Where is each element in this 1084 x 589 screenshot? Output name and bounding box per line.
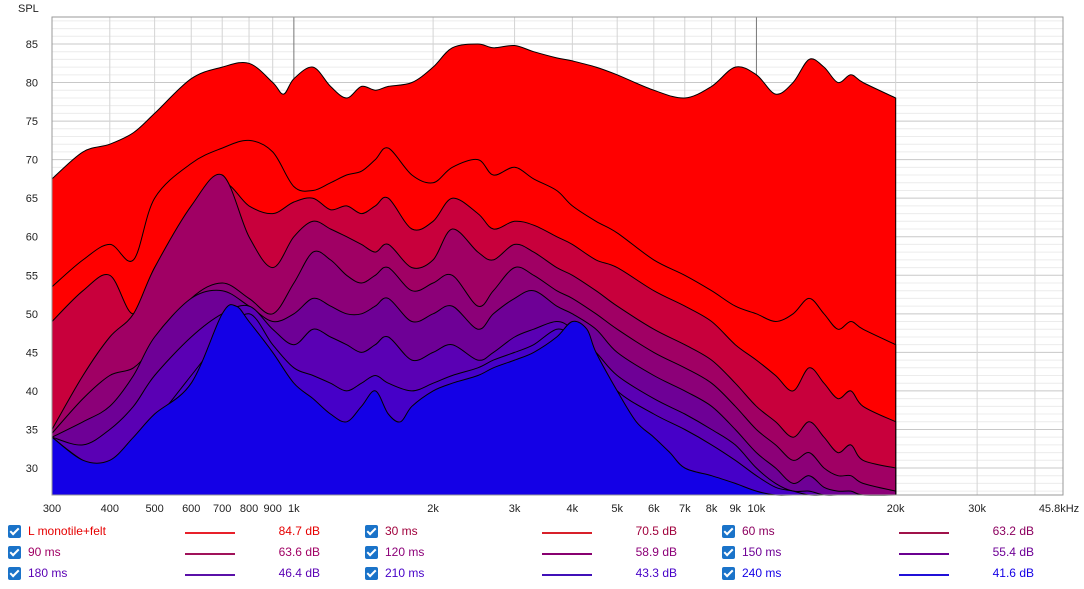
- legend-value: 43.3 dB: [635, 566, 677, 580]
- checkbox-icon[interactable]: [365, 546, 378, 559]
- x-tick-label: 500: [145, 503, 163, 515]
- legend-series-name: 90 ms: [28, 545, 61, 559]
- y-tick-label: 40: [26, 386, 38, 398]
- checkbox-icon[interactable]: [722, 525, 735, 538]
- checkbox-icon[interactable]: [365, 567, 378, 580]
- legend-line-swatch: [899, 532, 949, 534]
- checkbox-icon[interactable]: [722, 546, 735, 559]
- legend-item[interactable]: 90 ms 63.6 dB: [8, 543, 348, 563]
- legend-line-swatch: [899, 574, 949, 576]
- y-tick-labels: 30 35 40 45 50 55 60 65 70 75 80 85: [26, 39, 38, 475]
- legend-series-name: 30 ms: [385, 524, 418, 538]
- legend-series-name: 150 ms: [742, 545, 782, 559]
- legend-series-name: 240 ms: [742, 566, 782, 580]
- x-tick-label: 45.8kHz: [1039, 503, 1079, 515]
- x-tick-label: 7k: [679, 503, 691, 515]
- legend-line-swatch: [185, 574, 235, 576]
- legend-value: 46.4 dB: [278, 566, 320, 580]
- legend-item[interactable]: L monotile+felt 84.7 dB: [8, 522, 348, 542]
- x-tick-label: 4k: [567, 503, 579, 515]
- legend-series-name: 60 ms: [742, 524, 775, 538]
- legend-line-swatch: [185, 532, 235, 534]
- spl-chart: SPL 30 35 40 45 50 55 60 65 70 75 80 85 300 400 500 60…: [18, 3, 1079, 515]
- checkbox-icon[interactable]: [8, 546, 21, 559]
- legend-series-name: 210 ms: [385, 566, 425, 580]
- x-tick-label: 600: [182, 503, 200, 515]
- checkbox-icon[interactable]: [365, 525, 378, 538]
- checkbox-icon[interactable]: [8, 567, 21, 580]
- legend-item[interactable]: 210 ms 43.3 dB: [365, 564, 705, 584]
- legend-item[interactable]: 240 ms 41.6 dB: [722, 564, 1062, 584]
- y-tick-label: 80: [26, 78, 38, 90]
- legend-item[interactable]: 60 ms 63.2 dB: [722, 522, 1062, 542]
- legend-value: 63.6 dB: [278, 545, 320, 559]
- legend-item[interactable]: 150 ms 55.4 dB: [722, 543, 1062, 563]
- legend: L monotile+felt 84.7 dB 30 ms 70.5 dB 60 ms 6…: [0, 519, 1084, 589]
- x-tick-label: 3k: [509, 503, 521, 515]
- legend-series-name: 120 ms: [385, 545, 425, 559]
- x-tick-label: 400: [101, 503, 119, 515]
- legend-item[interactable]: 120 ms 58.9 dB: [365, 543, 705, 563]
- legend-value: 58.9 dB: [635, 545, 677, 559]
- y-tick-label: 45: [26, 347, 38, 359]
- y-tick-label: 70: [26, 155, 38, 167]
- x-tick-label: 10k: [748, 503, 766, 515]
- legend-line-swatch: [185, 553, 235, 555]
- x-tick-label: 6k: [648, 503, 660, 515]
- legend-item[interactable]: 180 ms 46.4 dB: [8, 564, 348, 584]
- x-tick-label: 20k: [887, 503, 905, 515]
- y-tick-label: 65: [26, 193, 38, 205]
- legend-series-name: 180 ms: [28, 566, 68, 580]
- y-axis-label: SPL: [18, 3, 39, 15]
- y-tick-label: 85: [26, 39, 38, 51]
- y-tick-label: 35: [26, 424, 38, 436]
- x-tick-label: 5k: [611, 503, 623, 515]
- plot-frame: [51, 16, 1064, 496]
- legend-line-swatch: [542, 532, 592, 534]
- legend-line-swatch: [899, 553, 949, 555]
- legend-value: 55.4 dB: [992, 545, 1034, 559]
- legend-value: 70.5 dB: [635, 524, 677, 538]
- checkbox-icon[interactable]: [722, 567, 735, 580]
- series-areas: [51, 43, 897, 496]
- x-tick-label: 300: [43, 503, 61, 515]
- x-tick-label: 9k: [729, 503, 741, 515]
- x-tick-label: 2k: [427, 503, 439, 515]
- y-tick-label: 30: [26, 463, 38, 475]
- x-tick-labels: 300 400 500 600 700 800 900 1k 2k 3k 4k 5k 6k 7k 8k 9k 1…: [43, 503, 1079, 515]
- x-tick-label: 700: [213, 503, 231, 515]
- legend-series-name: L monotile+felt: [28, 524, 106, 538]
- y-tick-label: 75: [26, 116, 38, 128]
- y-tick-label: 50: [26, 309, 38, 321]
- x-tick-label: 1k: [288, 503, 300, 515]
- legend-value: 84.7 dB: [278, 524, 320, 538]
- legend-line-swatch: [542, 553, 592, 555]
- x-tick-label: 800: [240, 503, 258, 515]
- legend-value: 63.2 dB: [992, 524, 1034, 538]
- legend-item[interactable]: 30 ms 70.5 dB: [365, 522, 705, 542]
- series-area-8: [51, 304, 897, 496]
- x-tick-label: 900: [264, 503, 282, 515]
- x-tick-label: 30k: [968, 503, 986, 515]
- y-tick-label: 60: [26, 232, 38, 244]
- y-tick-label: 55: [26, 270, 38, 282]
- checkbox-icon[interactable]: [8, 525, 21, 538]
- x-tick-label: 8k: [706, 503, 718, 515]
- legend-line-swatch: [542, 574, 592, 576]
- legend-value: 41.6 dB: [992, 566, 1034, 580]
